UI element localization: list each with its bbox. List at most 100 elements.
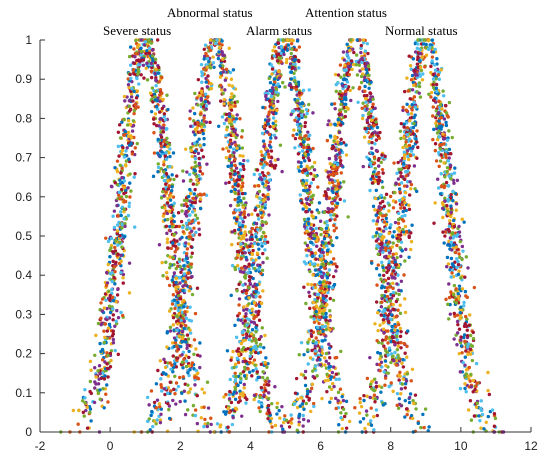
- scatter-point: [168, 361, 172, 365]
- scatter-point: [113, 269, 117, 274]
- scatter-point: [201, 155, 206, 159]
- scatter-point: [165, 237, 170, 241]
- scatter-point: [227, 111, 232, 116]
- scatter-point: [251, 276, 255, 281]
- scatter-point: [315, 208, 319, 212]
- scatter-point: [182, 357, 186, 361]
- scatter-point: [132, 61, 137, 66]
- scatter-point: [277, 38, 281, 42]
- scatter-point: [293, 136, 298, 141]
- scatter-point: [244, 401, 248, 405]
- scatter-point: [285, 57, 289, 62]
- scatter-point: [253, 184, 257, 188]
- scatter-point: [126, 82, 131, 87]
- scatter-point: [193, 156, 198, 161]
- scatter-point: [370, 174, 375, 179]
- scatter-point: [487, 392, 492, 397]
- scatter-point: [155, 99, 160, 103]
- scatter-point: [133, 55, 137, 59]
- scatter-point: [299, 164, 303, 169]
- scatter-point: [444, 297, 448, 302]
- scatter-point: [301, 156, 306, 160]
- scatter-point: [279, 44, 284, 49]
- scatter-point: [396, 308, 400, 312]
- scatter-point: [306, 152, 311, 157]
- scatter-point: [289, 70, 294, 74]
- scatter-point: [315, 244, 319, 248]
- scatter-point: [401, 357, 405, 362]
- scatter-point: [127, 291, 132, 295]
- scatter-point: [327, 181, 332, 185]
- scatter-point: [325, 219, 329, 224]
- scatter-point: [122, 234, 127, 239]
- scatter-point: [259, 226, 263, 231]
- scatter-point: [191, 182, 196, 186]
- scatter-point: [176, 300, 180, 305]
- scatter-point: [395, 331, 399, 335]
- scatter-point: [284, 60, 289, 65]
- scatter-point: [83, 401, 87, 405]
- scatter-point: [187, 194, 191, 199]
- scatter-point: [116, 287, 120, 292]
- scatter-point: [162, 160, 166, 164]
- scatter-point: [162, 114, 167, 119]
- scatter-point: [157, 243, 162, 247]
- scatter-point: [186, 337, 191, 341]
- scatter-point: [111, 337, 116, 342]
- scatter-point: [324, 359, 328, 363]
- scatter-point: [103, 335, 107, 340]
- scatter-point: [192, 192, 196, 196]
- scatter-point: [226, 406, 230, 411]
- scatter-point: [119, 271, 123, 275]
- scatter-point: [297, 352, 301, 357]
- scatter-point: [325, 303, 329, 307]
- scatter-point: [309, 282, 314, 287]
- scatter-point: [211, 55, 215, 59]
- scatter-point: [104, 270, 109, 275]
- scatter-point: [395, 403, 399, 408]
- scatter-point: [165, 201, 170, 205]
- scatter-point: [405, 76, 409, 80]
- scatter-point: [307, 158, 312, 163]
- scatter-point: [151, 59, 155, 63]
- scatter-point: [147, 417, 151, 421]
- scatter-point: [289, 51, 293, 56]
- scatter-point: [463, 339, 467, 344]
- scatter-point: [122, 200, 126, 204]
- scatter-point: [167, 404, 172, 408]
- scatter-point: [191, 130, 196, 134]
- scatter-point: [220, 50, 224, 54]
- scatter-point: [368, 419, 373, 423]
- scatter-point: [386, 276, 391, 281]
- scatter-point: [168, 154, 172, 159]
- scatter-point: [324, 294, 328, 298]
- scatter-point: [328, 134, 333, 138]
- scatter-point: [324, 311, 328, 316]
- scatter-point: [118, 197, 122, 201]
- scatter-point: [247, 267, 251, 271]
- scatter-point: [195, 421, 200, 426]
- scatter-point: [347, 419, 352, 424]
- scatter-point: [243, 359, 248, 363]
- scatter-point: [364, 96, 368, 101]
- scatter-point: [105, 351, 109, 355]
- scatter-point: [253, 266, 257, 271]
- scatter-point: [170, 225, 175, 229]
- scatter-point: [251, 361, 255, 365]
- scatter-point: [265, 365, 269, 369]
- scatter-point: [403, 224, 408, 229]
- scatter-point: [230, 100, 234, 105]
- scatter-point: [456, 272, 461, 277]
- scatter-point: [301, 413, 305, 418]
- scatter-point: [371, 219, 376, 223]
- scatter-point: [456, 322, 460, 327]
- scatter-point: [332, 229, 336, 233]
- scatter-point: [434, 82, 439, 87]
- scatter-point: [331, 145, 335, 149]
- scatter-point: [247, 248, 251, 252]
- scatter-point: [242, 346, 246, 350]
- scatter-point: [162, 371, 166, 376]
- scatter-point: [92, 400, 97, 405]
- scatter-point: [123, 221, 127, 226]
- scatter-point: [168, 380, 172, 384]
